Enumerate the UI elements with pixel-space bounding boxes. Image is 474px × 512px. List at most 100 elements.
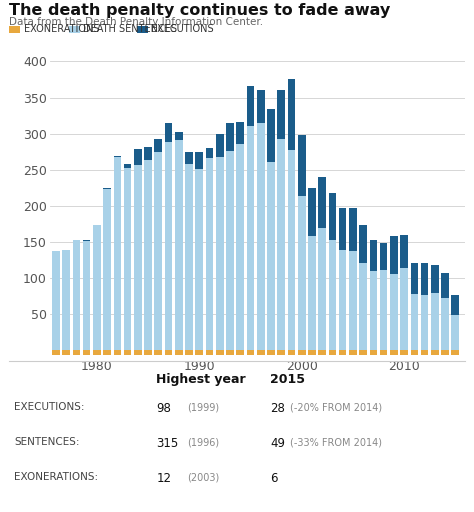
Bar (267, 109, 275, 162)
Bar (267, 162, 275, 350)
Bar (267, 350, 275, 355)
Bar (113, 157, 121, 350)
Bar (73, 350, 80, 355)
Text: 12: 12 (156, 472, 172, 485)
Bar (83, 240, 91, 241)
Bar (359, 225, 367, 264)
Bar (226, 350, 234, 355)
Bar (308, 236, 316, 350)
Bar (216, 134, 224, 157)
Bar (390, 350, 398, 355)
Bar (155, 152, 162, 350)
Text: (1996): (1996) (187, 437, 219, 447)
Bar (124, 167, 131, 350)
Bar (113, 350, 121, 355)
Bar (380, 270, 387, 350)
Text: EXECUTIONS: EXECUTIONS (151, 24, 214, 34)
Bar (206, 148, 213, 158)
Bar (319, 228, 326, 350)
Bar (226, 151, 234, 350)
Bar (103, 188, 111, 189)
Bar (421, 294, 428, 350)
Text: EXONERATIONS:: EXONERATIONS: (14, 472, 98, 482)
Bar (277, 90, 285, 139)
Bar (134, 150, 142, 165)
Bar (451, 315, 459, 350)
Bar (165, 350, 173, 355)
Bar (124, 350, 131, 355)
Text: The death penalty continues to fade away: The death penalty continues to fade away (9, 3, 391, 18)
Bar (237, 122, 244, 144)
Bar (277, 350, 285, 355)
Bar (62, 250, 70, 350)
Bar (400, 268, 408, 350)
Bar (380, 243, 387, 270)
Bar (288, 350, 295, 355)
Bar (185, 350, 193, 355)
Bar (93, 225, 100, 350)
Text: 49: 49 (270, 437, 285, 450)
Bar (390, 273, 398, 350)
Bar (144, 160, 152, 350)
Text: EXONERATIONS: EXONERATIONS (24, 24, 99, 34)
Bar (206, 350, 213, 355)
Bar (421, 264, 428, 294)
Bar (257, 123, 264, 350)
Bar (451, 350, 459, 355)
Bar (175, 350, 182, 355)
Text: 6: 6 (270, 472, 278, 485)
Text: (-20% FROM 2014): (-20% FROM 2014) (290, 402, 382, 413)
Bar (339, 208, 346, 250)
Bar (410, 263, 418, 294)
Bar (73, 241, 80, 350)
Bar (431, 265, 438, 293)
Bar (328, 350, 336, 355)
Bar (62, 350, 70, 355)
Bar (237, 350, 244, 355)
Text: (-33% FROM 2014): (-33% FROM 2014) (290, 437, 382, 447)
Bar (155, 139, 162, 152)
Bar (410, 294, 418, 350)
Bar (195, 153, 203, 169)
Bar (246, 86, 255, 126)
Bar (349, 208, 357, 251)
Text: Highest year: Highest year (156, 373, 246, 386)
Bar (308, 188, 316, 236)
Bar (277, 139, 285, 350)
Bar (390, 236, 398, 273)
Bar (441, 273, 449, 298)
Bar (370, 241, 377, 271)
Bar (83, 350, 91, 355)
Bar (103, 350, 111, 355)
Text: EXECUTIONS:: EXECUTIONS: (14, 402, 85, 413)
Bar (195, 350, 203, 355)
Text: 98: 98 (156, 402, 171, 415)
Bar (124, 164, 131, 167)
Bar (410, 350, 418, 355)
Bar (370, 350, 377, 355)
Bar (308, 350, 316, 355)
Bar (113, 156, 121, 157)
Bar (103, 189, 111, 350)
Bar (319, 350, 326, 355)
Bar (298, 197, 306, 350)
Bar (441, 350, 449, 355)
Bar (185, 153, 193, 164)
Bar (216, 157, 224, 350)
Bar (175, 140, 182, 350)
Bar (359, 350, 367, 355)
Bar (431, 350, 438, 355)
Bar (359, 264, 367, 350)
Bar (328, 194, 336, 241)
Bar (134, 350, 142, 355)
Bar (226, 123, 234, 151)
Bar (339, 250, 346, 350)
Text: 28: 28 (270, 402, 285, 415)
Bar (93, 350, 100, 355)
Bar (246, 350, 255, 355)
Text: (1999): (1999) (187, 402, 219, 413)
Bar (339, 350, 346, 355)
Bar (288, 79, 295, 150)
Bar (155, 350, 162, 355)
Text: 315: 315 (156, 437, 179, 450)
